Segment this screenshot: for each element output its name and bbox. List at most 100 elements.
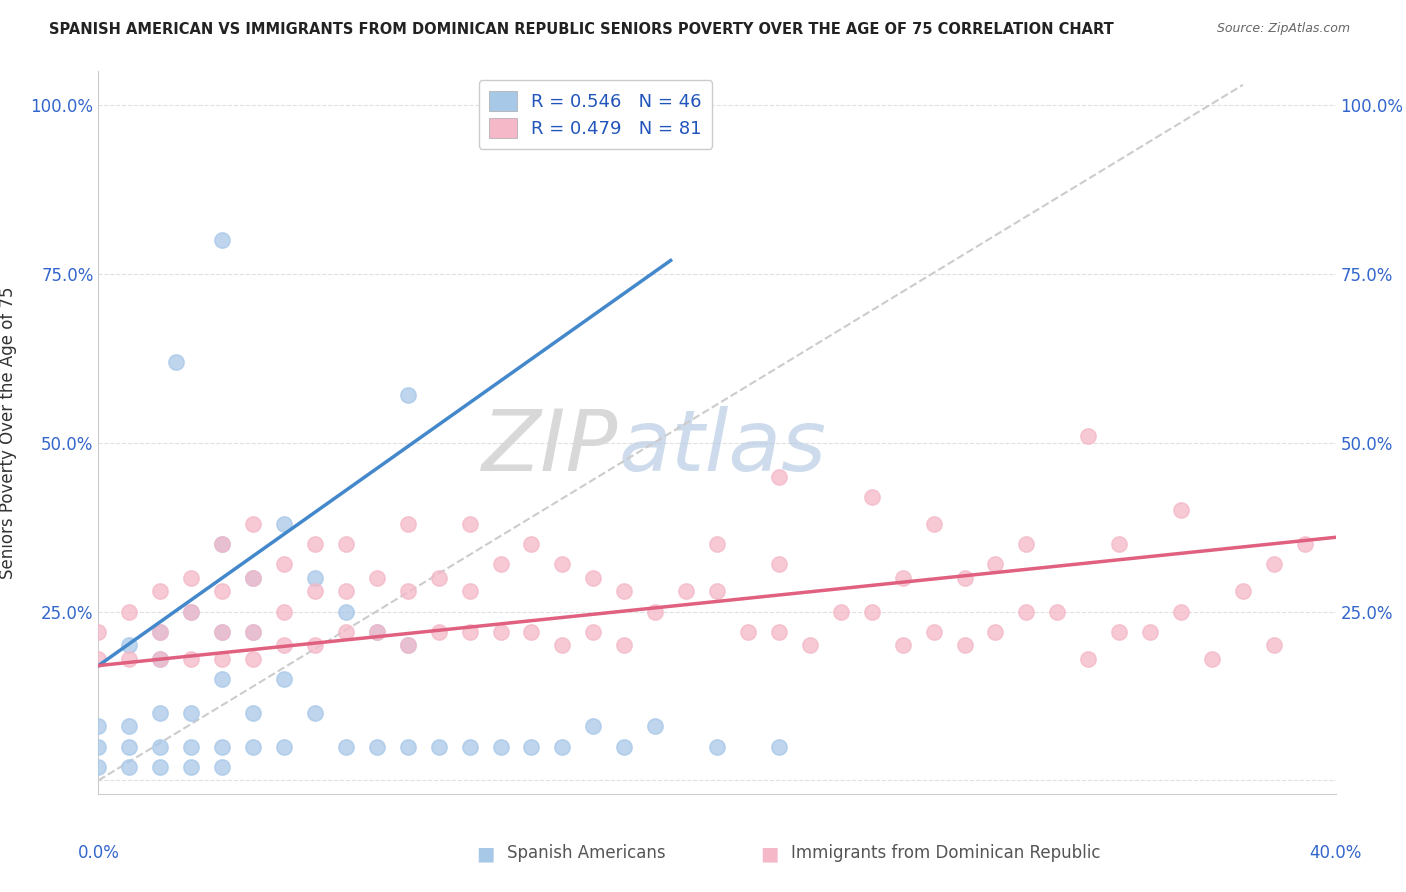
- Point: [304, 706, 326, 720]
- Point: [984, 558, 1007, 572]
- Point: [551, 558, 574, 572]
- Point: [118, 605, 141, 619]
- Point: [706, 537, 728, 551]
- Point: [891, 571, 914, 585]
- Point: [860, 490, 883, 504]
- Point: [1108, 624, 1130, 639]
- Text: ■: ■: [477, 845, 495, 863]
- Text: Spanish Americans: Spanish Americans: [506, 845, 665, 863]
- Point: [458, 624, 481, 639]
- Point: [613, 584, 636, 599]
- Point: [335, 605, 357, 619]
- Point: [242, 624, 264, 639]
- Point: [1046, 605, 1069, 619]
- Point: [149, 739, 172, 754]
- Point: [520, 537, 543, 551]
- Point: [273, 516, 295, 531]
- Point: [427, 624, 450, 639]
- Point: [211, 652, 233, 666]
- Point: [242, 624, 264, 639]
- Point: [396, 638, 419, 652]
- Point: [737, 624, 759, 639]
- Point: [366, 739, 388, 754]
- Point: [1232, 584, 1254, 599]
- Point: [768, 739, 790, 754]
- Point: [211, 624, 233, 639]
- Point: [273, 672, 295, 686]
- Point: [1201, 652, 1223, 666]
- Point: [366, 571, 388, 585]
- Point: [304, 537, 326, 551]
- Point: [366, 624, 388, 639]
- Point: [768, 469, 790, 483]
- Point: [273, 739, 295, 754]
- Point: [335, 624, 357, 639]
- Point: [396, 739, 419, 754]
- Point: [211, 233, 233, 247]
- Point: [211, 760, 233, 774]
- Point: [706, 584, 728, 599]
- Point: [242, 706, 264, 720]
- Point: [891, 638, 914, 652]
- Point: [87, 624, 110, 639]
- Y-axis label: Seniors Poverty Over the Age of 75: Seniors Poverty Over the Age of 75: [0, 286, 17, 579]
- Point: [165, 355, 187, 369]
- Point: [458, 739, 481, 754]
- Point: [551, 739, 574, 754]
- Point: [87, 760, 110, 774]
- Point: [242, 652, 264, 666]
- Point: [922, 516, 945, 531]
- Point: [118, 719, 141, 733]
- Point: [149, 652, 172, 666]
- Point: [304, 584, 326, 599]
- Point: [118, 760, 141, 774]
- Point: [87, 719, 110, 733]
- Legend: R = 0.546   N = 46, R = 0.479   N = 81: R = 0.546 N = 46, R = 0.479 N = 81: [478, 80, 713, 149]
- Point: [1170, 503, 1192, 517]
- Point: [273, 605, 295, 619]
- Point: [1170, 605, 1192, 619]
- Point: [180, 760, 202, 774]
- Point: [211, 537, 233, 551]
- Point: [489, 624, 512, 639]
- Point: [1263, 638, 1285, 652]
- Point: [1077, 429, 1099, 443]
- Text: ZIP: ZIP: [482, 406, 619, 489]
- Point: [242, 571, 264, 585]
- Point: [180, 652, 202, 666]
- Point: [551, 638, 574, 652]
- Point: [613, 739, 636, 754]
- Point: [613, 638, 636, 652]
- Point: [675, 584, 697, 599]
- Point: [242, 571, 264, 585]
- Point: [149, 652, 172, 666]
- Point: [1139, 624, 1161, 639]
- Point: [304, 571, 326, 585]
- Point: [489, 739, 512, 754]
- Text: ■: ■: [761, 845, 779, 863]
- Point: [180, 706, 202, 720]
- Point: [180, 571, 202, 585]
- Point: [335, 739, 357, 754]
- Point: [644, 719, 666, 733]
- Point: [953, 638, 976, 652]
- Point: [242, 739, 264, 754]
- Point: [582, 571, 605, 585]
- Point: [520, 624, 543, 639]
- Point: [335, 537, 357, 551]
- Point: [1015, 537, 1038, 551]
- Point: [211, 624, 233, 639]
- Point: [242, 516, 264, 531]
- Point: [984, 624, 1007, 639]
- Point: [211, 739, 233, 754]
- Point: [211, 537, 233, 551]
- Point: [922, 624, 945, 639]
- Point: [860, 605, 883, 619]
- Point: [118, 652, 141, 666]
- Point: [706, 739, 728, 754]
- Point: [87, 739, 110, 754]
- Text: atlas: atlas: [619, 406, 827, 489]
- Point: [149, 624, 172, 639]
- Point: [335, 584, 357, 599]
- Point: [149, 624, 172, 639]
